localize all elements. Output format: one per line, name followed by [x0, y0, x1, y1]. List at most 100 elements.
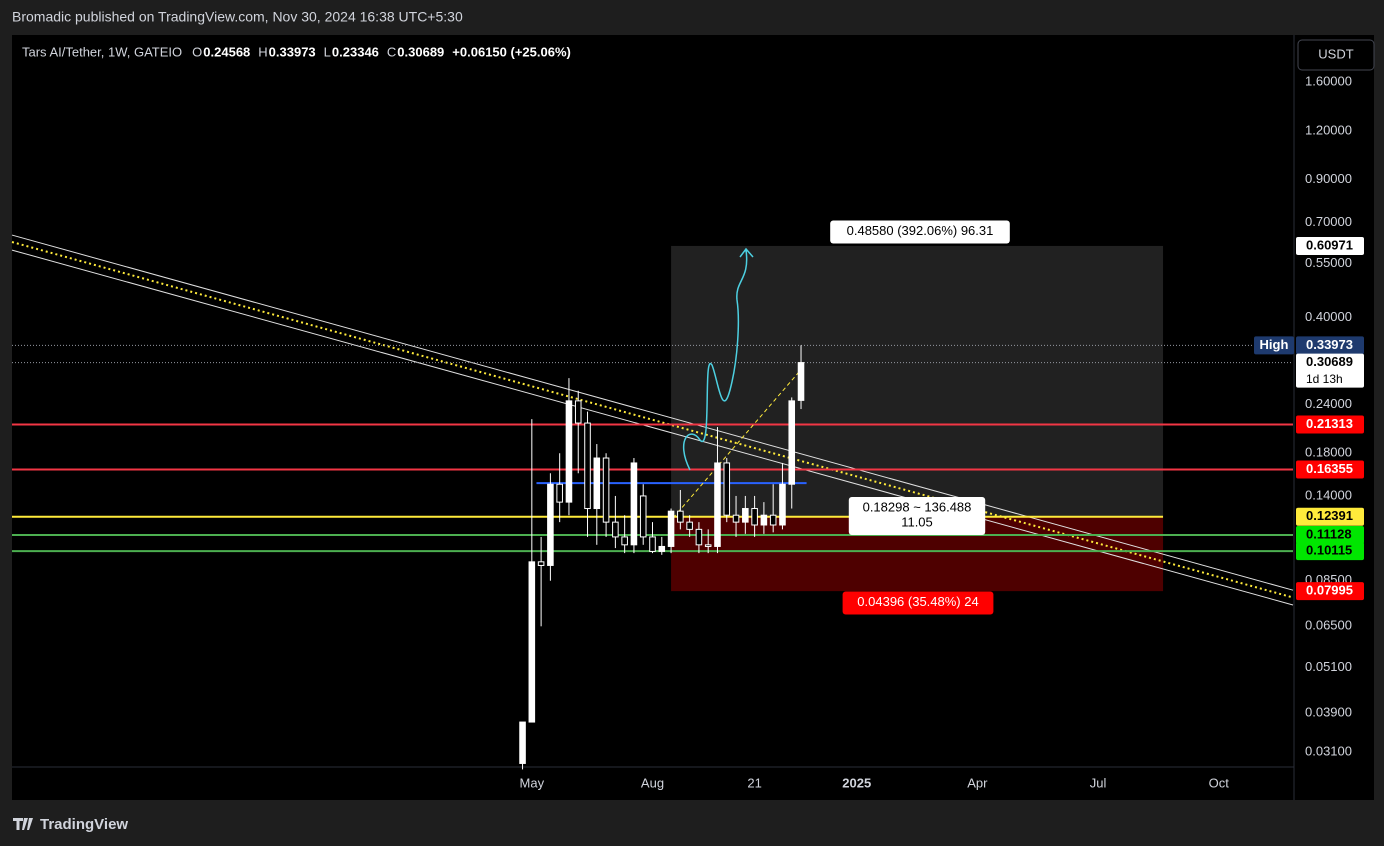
candle-body — [574, 400, 582, 424]
ohlc-key: H — [258, 44, 267, 59]
publisher: Bromadic published on TradingView.com, N… — [12, 9, 463, 25]
price-tag — [1296, 460, 1364, 479]
price-tag-label: 0.21313 — [1306, 416, 1353, 431]
trend-line — [11, 234, 1294, 591]
price-tag — [1296, 415, 1364, 434]
candle-body — [677, 510, 684, 523]
price-tag — [1296, 507, 1364, 526]
price-tag — [1296, 582, 1364, 601]
y-tick-label: 0.70000 — [1305, 214, 1352, 229]
candle-body — [519, 721, 526, 764]
ohlc-key: C — [387, 44, 396, 59]
price-tag — [1296, 525, 1364, 544]
candle-body — [704, 544, 712, 547]
y-tick-label: 0.06500 — [1305, 618, 1352, 633]
candle-body — [742, 508, 749, 523]
drawn-dash — [672, 364, 806, 519]
candle-body — [556, 483, 563, 503]
stop-label: 0.04396 (35.48%) 24 — [857, 594, 978, 609]
info-label-box — [848, 497, 986, 535]
candle-body — [797, 362, 805, 401]
y-tick-label: 0.05100 — [1305, 659, 1352, 674]
price-tag-label: 0.07995 — [1306, 583, 1353, 598]
x-tick-label: 21 — [747, 775, 761, 790]
x-tick-label: Apr — [967, 775, 988, 790]
y-tick-label: 0.55000 — [1305, 255, 1352, 270]
price-tag-label: 0.11128 — [1306, 526, 1352, 541]
high-tag — [1254, 336, 1294, 355]
price-tag-label: 0.10115 — [1306, 543, 1352, 558]
symbol: Tars AI/Tether, 1W, GATEIO — [22, 44, 182, 59]
candle-body — [732, 514, 740, 523]
info-label: 0.18298 ~ 136.488 — [863, 499, 972, 514]
candle-body — [621, 536, 628, 546]
candle-body — [649, 536, 656, 552]
ohlc-key: O — [192, 44, 202, 59]
countdown: 1d 13h — [1306, 372, 1343, 386]
x-tick-label: May — [520, 775, 545, 790]
candle-body — [751, 508, 758, 526]
y-tick-label: 1.20000 — [1305, 122, 1352, 137]
y-tick-label: 0.14000 — [1305, 487, 1352, 502]
y-tick-label: 0.18000 — [1305, 445, 1352, 460]
trend-line — [11, 249, 1294, 606]
info-label: 11.05 — [901, 514, 933, 529]
candle-body — [723, 462, 731, 516]
candle-body — [630, 462, 638, 546]
candle-body — [612, 521, 619, 538]
target-label-box — [830, 220, 1010, 244]
candle-body — [639, 495, 647, 538]
x-tick-label: Jul — [1090, 775, 1107, 790]
y-tick-label: 0.03900 — [1305, 705, 1352, 720]
ohlc-value: 0.33973 — [269, 44, 316, 59]
candle-body — [658, 545, 666, 552]
target-label: 0.48580 (392.06%) 96.31 — [847, 223, 994, 238]
candle-body — [667, 510, 675, 547]
change: +0.06150 (+25.06%) — [452, 44, 571, 59]
ohlc-value: 0.30689 — [397, 44, 444, 59]
chart-pane — [12, 35, 1374, 800]
drawn-arrow — [682, 247, 754, 471]
candle-body — [695, 528, 703, 546]
price-tag-label: 0.16355 — [1306, 461, 1353, 476]
x-tick-label: 2025 — [842, 775, 871, 790]
candle-body — [565, 400, 573, 503]
y-tick-label: 0.24000 — [1305, 396, 1352, 411]
x-tick-label: Aug — [641, 775, 664, 790]
currency[interactable]: USDT — [1318, 46, 1353, 61]
x-tick-label: Oct — [1209, 775, 1230, 790]
price-tag — [1296, 336, 1364, 355]
candle-body — [714, 462, 721, 547]
candle-body — [779, 483, 786, 526]
candle-body — [584, 422, 591, 510]
brand: TradingView — [40, 816, 128, 833]
price-tag-label: 0.33973 — [1306, 337, 1353, 352]
price-tag-label: 0.12391 — [1306, 508, 1353, 523]
candle-body — [788, 400, 796, 485]
candle-body — [547, 483, 554, 566]
price-tag-label: 0.60971 — [1306, 237, 1353, 252]
candle-body — [760, 514, 768, 526]
price-tag — [1296, 353, 1364, 388]
ohlc-value: 0.23346 — [332, 44, 379, 59]
stop-label-box — [842, 591, 994, 615]
price-tag — [1296, 542, 1364, 561]
candle-body — [602, 457, 610, 523]
candle-body — [528, 561, 536, 723]
price-tag — [1296, 236, 1364, 255]
candle-body — [593, 457, 601, 510]
candle-body — [686, 521, 693, 530]
y-tick-label: 0.40000 — [1305, 309, 1352, 324]
y-tick-label: 0.03100 — [1305, 744, 1352, 759]
ohlc-value: 0.24568 — [203, 44, 250, 59]
y-tick-label: 0.90000 — [1305, 171, 1352, 186]
currency-button[interactable] — [1297, 39, 1375, 71]
candle-body — [537, 561, 545, 566]
logo: TradingView — [13, 816, 128, 833]
candle-body — [769, 514, 777, 526]
y-tick-label: 1.60000 — [1305, 73, 1352, 88]
profit-zone — [671, 245, 1164, 517]
high-tag-label: High — [1260, 337, 1289, 352]
